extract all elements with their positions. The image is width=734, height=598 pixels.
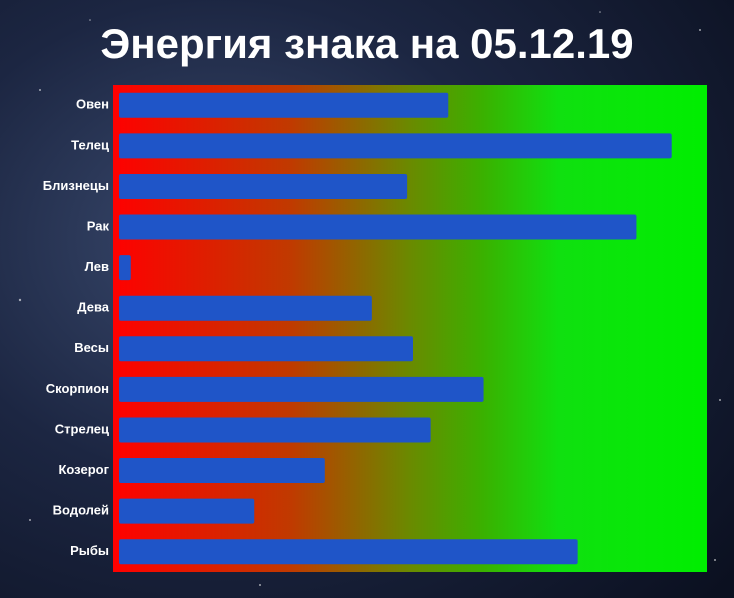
stars [18, 11, 721, 586]
y-tick-label: Водолей [53, 503, 109, 518]
bar [119, 295, 372, 321]
y-tick-label: Рак [87, 218, 110, 233]
bar [119, 539, 578, 565]
bar [119, 458, 325, 484]
bar [119, 376, 484, 402]
y-tick-label: Рыбы [70, 543, 109, 558]
y-tick-label: Овен [76, 97, 109, 112]
bar [119, 255, 131, 281]
y-tick-label: Весы [74, 340, 109, 355]
chart-title: Энергия знака на 05.12.19 [100, 20, 633, 67]
bar [119, 92, 449, 118]
bar [119, 133, 672, 159]
plot-area [113, 85, 707, 572]
bar [119, 417, 431, 443]
y-tick-label: Лев [85, 259, 109, 274]
y-tick-label: Скорпион [46, 381, 109, 396]
y-tick-label: Дева [77, 300, 109, 315]
y-tick-label: Козерог [58, 462, 109, 477]
bar [119, 173, 408, 199]
y-tick-label: Телец [71, 137, 109, 152]
bar [119, 498, 255, 524]
bar [119, 336, 413, 362]
bar [119, 214, 637, 240]
y-tick-label: Близнецы [43, 178, 109, 193]
y-tick-label: Стрелец [55, 421, 109, 436]
